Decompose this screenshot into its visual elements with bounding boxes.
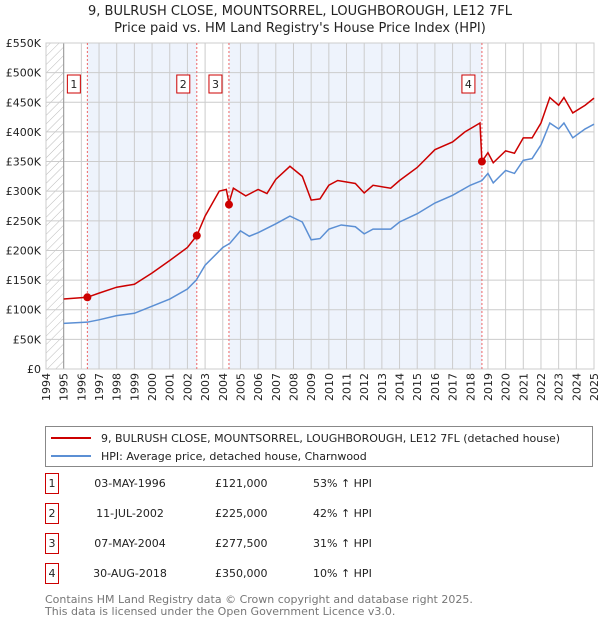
y-tick-label: £450K [6,96,42,109]
x-tick-label: 2024 [570,373,583,401]
x-tick-label: 2008 [287,373,300,401]
sale-point [192,231,201,240]
x-tick-label: 2013 [376,373,389,401]
x-tick-label: 2016 [429,373,442,401]
legend-swatch-property [51,437,91,439]
sale-badge: 3 [45,533,59,554]
x-tick-label: 1997 [93,373,106,401]
sale-date: 03-MAY-1996 [94,477,166,490]
y-tick-label: £400K [6,126,42,139]
y-tick-label: £550K [6,37,42,50]
chart-subtitle: Price paid vs. HM Land Registry's House … [114,21,486,36]
sale-row: 2 11-JUL-2002 £225,000 42% ↑ HPI [45,503,545,525]
x-tick-label: 2014 [394,373,407,401]
legend-label-hpi: HPI: Average price, detached house, Char… [101,449,367,463]
legend-swatch-hpi [51,455,91,457]
y-tick-label: £300K [6,185,42,198]
footer-line-2: This data is licensed under the Open Gov… [45,605,396,618]
x-tick-label: 2022 [535,373,548,401]
sale-label-box [208,74,223,94]
footer-line-1: Contains HM Land Registry data © Crown c… [45,593,473,606]
y-tick-label: £0 [27,363,41,376]
sale-point [477,157,486,166]
y-tick-label: £50K [13,333,42,346]
sale-label: 3 [212,78,219,91]
sale-badge: 4 [45,563,59,584]
x-tick-label: 2001 [164,373,177,401]
x-tick-label: 2005 [234,373,247,401]
sale-label: 4 [465,78,472,91]
sale-badge: 2 [45,503,59,524]
x-tick-label: 2000 [146,373,159,401]
sale-point [83,293,92,302]
chart-title: 9, BULRUSH CLOSE, MOUNTSORREL, LOUGHBORO… [88,4,512,19]
x-tick-label: 2019 [482,373,495,401]
x-tick-label: 2006 [252,373,265,401]
x-tick-label: 1998 [111,373,124,401]
x-tick-label: 1995 [58,373,71,401]
sale-row: 4 30-AUG-2018 £350,000 10% ↑ HPI [45,563,545,585]
x-tick-label: 2017 [447,373,460,401]
sale-price: £350,000 [215,567,268,580]
x-tick-label: 2009 [305,373,318,401]
x-tick-label: 2003 [199,373,212,401]
x-tick-label: 2023 [553,373,566,401]
sale-price: £121,000 [215,477,268,490]
x-tick-label: 2025 [588,373,600,401]
sale-price: £277,500 [215,537,268,550]
x-tick-label: 2012 [358,373,371,401]
x-tick-label: 2010 [323,373,336,401]
sale-point [224,200,233,209]
footer: Contains HM Land Registry data © Crown c… [45,594,473,618]
sale-label-box [66,74,81,94]
sale-price: £225,000 [215,507,268,520]
plot-border [45,42,595,370]
x-tick-label: 1994 [40,373,53,401]
x-tick-label: 2002 [181,373,194,401]
hatched-region [46,43,64,369]
sale-label-box [176,74,191,94]
shaded-period [228,43,482,369]
y-tick-label: £100K [6,304,42,317]
hpi-line [63,121,595,325]
sale-badge: 1 [45,473,59,494]
sale-date: 07-MAY-2004 [94,537,166,550]
sale-hpi: 10% ↑ HPI [313,567,372,580]
x-tick-label: 1996 [75,373,88,401]
x-tick-label: 2018 [464,373,477,401]
sale-hpi: 53% ↑ HPI [313,477,372,490]
legend: 9, BULRUSH CLOSE, MOUNTSORREL, LOUGHBORO… [45,426,593,467]
sale-date: 11-JUL-2002 [96,507,164,520]
plot-area: 1994 1995 1996 1997 1998 1999 2000 2001 2002 2003… [6,37,600,401]
y-tick-label: £200K [6,244,42,257]
sale-label: 1 [70,78,77,91]
x-tick-label: 2011 [341,373,354,401]
sale-row: 1 03-MAY-1996 £121,000 53% ↑ HPI [45,473,545,495]
sale-date: 30-AUG-2018 [93,567,167,580]
x-tick-label: 2015 [411,373,424,401]
shaded-period [87,43,197,369]
sale-hpi: 31% ↑ HPI [313,537,372,550]
y-tick-label: £250K [6,215,42,228]
x-tick-label: 2007 [270,373,283,401]
sale-label: 2 [180,78,187,91]
y-tick-label: £150K [6,274,42,287]
y-tick-label: £350K [6,156,42,169]
sale-row: 3 07-MAY-2004 £277,500 31% ↑ HPI [45,533,545,555]
y-tick-label: £500K [6,67,42,80]
sale-label-box [461,74,476,94]
x-tick-label: 2004 [217,373,230,401]
x-tick-label: 2020 [500,373,513,401]
sale-hpi: 42% ↑ HPI [313,507,372,520]
x-tick-label: 2021 [517,373,530,401]
x-tick-label: 1999 [128,373,141,401]
legend-label-property: 9, BULRUSH CLOSE, MOUNTSORREL, LOUGHBORO… [101,431,561,445]
